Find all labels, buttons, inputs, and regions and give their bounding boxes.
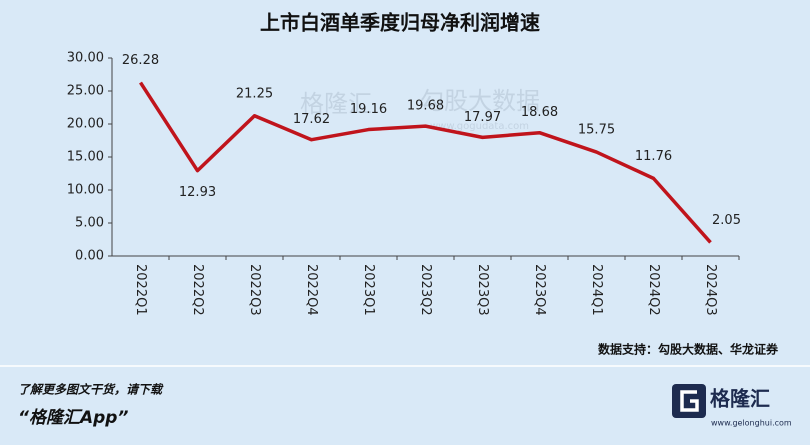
y-tick-label: 5.00 bbox=[75, 216, 104, 231]
x-tick-label: 2022Q4 bbox=[304, 264, 319, 316]
y-tick-label: 30.00 bbox=[67, 51, 104, 66]
data-label: 12.93 bbox=[179, 185, 216, 200]
footer-text: 了解更多图文干货，请下载 bbox=[18, 383, 164, 397]
x-tick-label: 2023Q3 bbox=[475, 264, 490, 316]
logo-text: 格隆汇 bbox=[710, 387, 770, 411]
data-label: 11.76 bbox=[635, 149, 672, 164]
chart-title: 上市白酒单季度归母净利润增速 bbox=[260, 11, 540, 35]
x-tick-label: 2023Q2 bbox=[418, 264, 433, 316]
x-tick-label: 2022Q1 bbox=[133, 264, 148, 316]
x-tick-label: 2023Q4 bbox=[532, 264, 547, 316]
logo-icon bbox=[672, 384, 706, 418]
data-label: 21.25 bbox=[236, 86, 273, 101]
data-label: 15.75 bbox=[578, 123, 615, 138]
x-tick-label: 2023Q1 bbox=[361, 264, 376, 316]
source: 数据支持：勾股大数据、华龙证券 bbox=[598, 342, 779, 357]
y-tick-label: 25.00 bbox=[67, 84, 104, 99]
logo-glyph bbox=[680, 390, 699, 412]
data-label: 17.62 bbox=[293, 112, 330, 127]
data-label: 18.68 bbox=[521, 105, 558, 120]
data-label: 26.28 bbox=[122, 53, 159, 68]
x-tick-label: 2022Q2 bbox=[190, 264, 205, 316]
y-tick-label: 10.00 bbox=[67, 183, 104, 198]
watermark: www.gogudata.com bbox=[430, 121, 529, 132]
data-label: 19.16 bbox=[350, 102, 387, 117]
logo-url: www.gelonghui.com bbox=[711, 419, 792, 428]
x-tick-label: 2024Q2 bbox=[646, 264, 661, 316]
data-label: 17.97 bbox=[464, 110, 501, 125]
data-label: 2.05 bbox=[712, 213, 741, 228]
data-label: 19.68 bbox=[407, 99, 444, 114]
footer-app: “格隆汇App” bbox=[18, 408, 128, 428]
y-tick-label: 15.00 bbox=[67, 150, 104, 165]
watermark: 格隆汇 bbox=[300, 90, 372, 118]
y-tick-label: 0.00 bbox=[75, 249, 104, 264]
y-tick-label: 20.00 bbox=[67, 117, 104, 132]
x-tick-label: 2022Q3 bbox=[247, 264, 262, 316]
x-tick-label: 2024Q3 bbox=[703, 264, 718, 316]
line bbox=[139, 81, 712, 244]
watermark: 勾股大数据 bbox=[420, 87, 540, 115]
x-tick-label: 2024Q1 bbox=[589, 264, 604, 316]
